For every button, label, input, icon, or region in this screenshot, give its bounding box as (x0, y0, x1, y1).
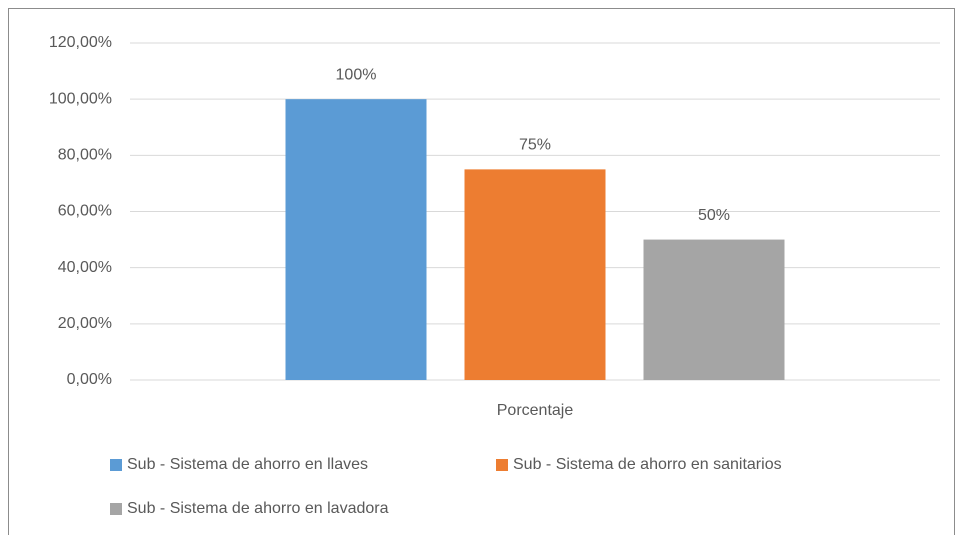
data-label: 75% (519, 137, 551, 154)
legend-label: Sub - Sistema de ahorro en llaves (127, 456, 368, 473)
y-tick-label: 100,00% (49, 90, 112, 107)
legend-swatch (496, 459, 508, 471)
legend-swatch (110, 459, 122, 471)
bar (285, 99, 427, 381)
legend-label: Sub - Sistema de ahorro en lavadora (127, 500, 389, 517)
y-tick-label: 20,00% (58, 315, 112, 332)
y-tick-label: 120,00% (49, 34, 112, 51)
y-tick-label: 0,00% (67, 371, 112, 388)
legend-swatch (110, 503, 122, 515)
x-tick-label: Porcentaje (497, 402, 574, 419)
y-tick-label: 80,00% (58, 147, 112, 164)
y-tick-label: 40,00% (58, 259, 112, 276)
y-tick-label: 60,00% (58, 203, 112, 220)
bar (643, 239, 785, 380)
data-label: 100% (336, 66, 377, 83)
bar (464, 169, 606, 380)
data-label: 50% (698, 207, 730, 224)
legend-label: Sub - Sistema de ahorro en sanitarios (513, 456, 782, 473)
chart-border (8, 8, 955, 535)
